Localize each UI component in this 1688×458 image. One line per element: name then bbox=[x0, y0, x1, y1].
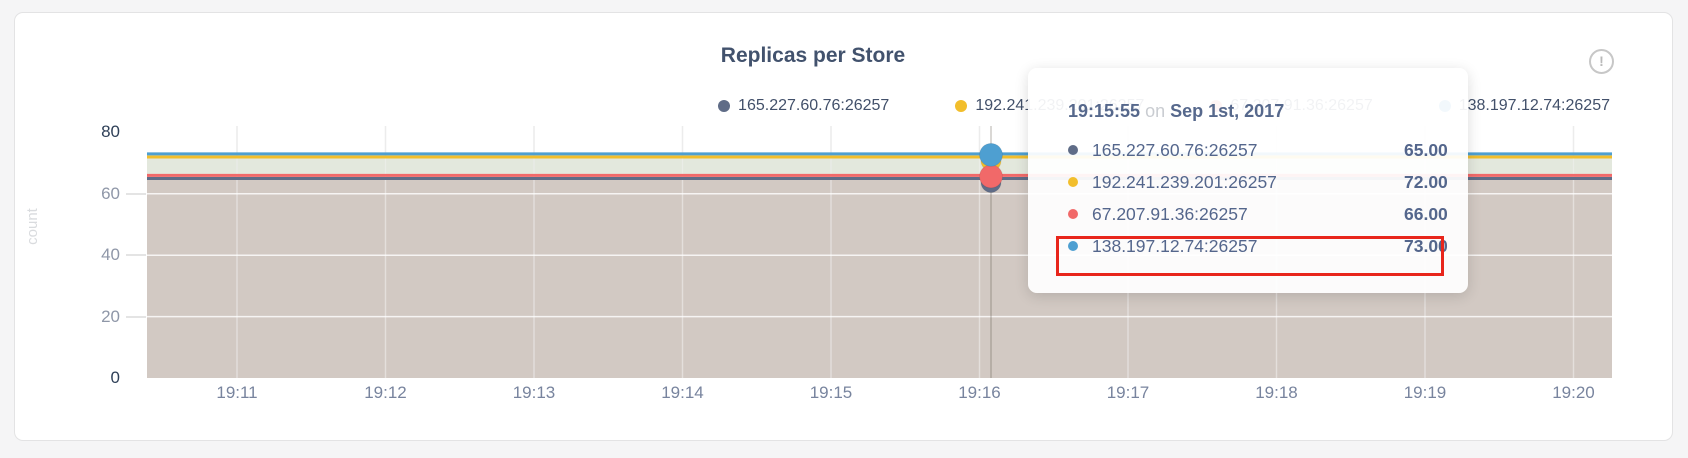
tooltip-date: Sep 1st, 2017 bbox=[1170, 101, 1285, 121]
tooltip-timestamp: 19:15:55 on Sep 1st, 2017 bbox=[1068, 101, 1468, 122]
tooltip-series-name: 192.241.239.201:26257 bbox=[1092, 171, 1277, 192]
x-tick-label: 19:17 bbox=[1106, 383, 1150, 402]
tooltip-time: 19:15:55 bbox=[1068, 101, 1141, 121]
tooltip-separator: on bbox=[1145, 101, 1166, 121]
x-tick-label: 19:19 bbox=[1403, 383, 1447, 402]
y-tick-label: 0 bbox=[110, 368, 120, 387]
x-tick-label: 19:12 bbox=[364, 383, 407, 402]
tooltip-series-value: 65.00 bbox=[1404, 139, 1448, 160]
legend-item-label: 165.227.60.76:26257 bbox=[738, 97, 890, 114]
hover-dot-3 bbox=[979, 142, 1003, 167]
info-icon[interactable]: ! bbox=[1589, 49, 1614, 74]
tooltip-series-name: 138.197.12.74:26257 bbox=[1092, 235, 1258, 256]
hover-tooltip: 19:15:55 on Sep 1st, 2017 165.227.60.76:… bbox=[1028, 68, 1468, 293]
hover-dot-2 bbox=[979, 164, 1003, 189]
x-tick-label: 19:14 bbox=[661, 383, 704, 402]
y-tick-mark bbox=[126, 192, 146, 195]
tooltip-series-name: 165.227.60.76:26257 bbox=[1092, 139, 1258, 160]
y-tick-mark bbox=[126, 254, 146, 257]
y-tick-mark bbox=[126, 315, 146, 318]
tooltip-series-name: 67.207.91.36:26257 bbox=[1092, 203, 1248, 224]
tooltip-series-dot-icon bbox=[1068, 177, 1078, 187]
y-tick-label: 20 bbox=[101, 306, 120, 326]
tooltip-row-0: 165.227.60.76:26257 65.00 bbox=[1068, 134, 1468, 166]
tooltip-series-value: 72.00 bbox=[1404, 171, 1448, 192]
legend-item-label: 138.197.12.74:26257 bbox=[1458, 97, 1610, 114]
x-tick-label: 19:16 bbox=[958, 383, 1001, 402]
x-tick-label: 19:13 bbox=[512, 383, 556, 402]
legend-item-0[interactable]: 165.227.60.76:26257 bbox=[718, 97, 889, 115]
chart-title: Replicas per Store bbox=[720, 44, 906, 67]
tooltip-row-3: 138.197.12.74:26257 73.00 bbox=[1068, 230, 1468, 262]
x-tick-label: 19:18 bbox=[1255, 383, 1298, 402]
y-tick-label: 60 bbox=[101, 183, 120, 203]
tooltip-row-1: 192.241.239.201:26257 72.00 bbox=[1068, 166, 1468, 198]
legend-dot-icon bbox=[718, 100, 731, 112]
tooltip-series-value: 66.00 bbox=[1404, 203, 1448, 224]
x-tick-label: 19:15 bbox=[809, 383, 853, 402]
y-tick-label: 80 bbox=[101, 122, 120, 142]
highlight-annotation bbox=[1056, 236, 1444, 276]
tooltip-series-dot-icon bbox=[1068, 209, 1078, 219]
tooltip-series-value: 73.00 bbox=[1404, 235, 1448, 256]
tooltip-series-dot-icon bbox=[1068, 145, 1078, 155]
tooltip-row-2: 67.207.91.36:26257 66.00 bbox=[1068, 198, 1468, 230]
y-tick-label: 40 bbox=[101, 245, 120, 265]
x-tick-label: 19:20 bbox=[1552, 383, 1595, 402]
tooltip-series-dot-icon bbox=[1068, 241, 1078, 251]
legend-dot-icon bbox=[955, 100, 968, 112]
x-tick-label: 19:11 bbox=[216, 383, 258, 402]
tooltip-rows: 165.227.60.76:26257 65.00 192.241.239.201:… bbox=[1028, 134, 1468, 262]
